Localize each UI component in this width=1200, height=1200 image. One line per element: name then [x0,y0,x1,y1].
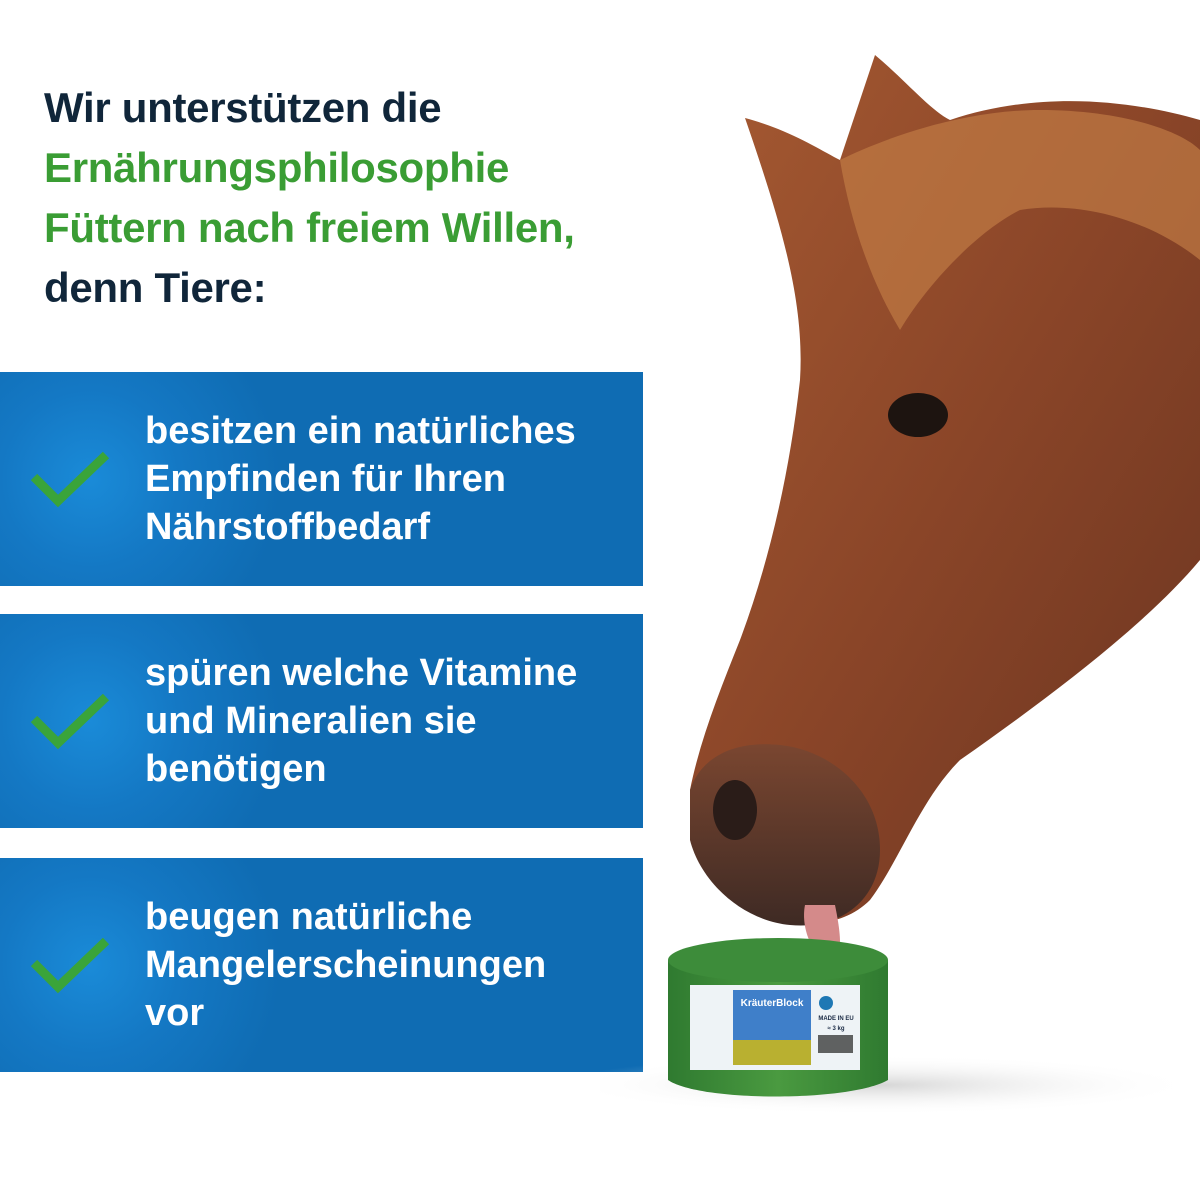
check-icon [30,693,110,750]
benefit-line: Nährstoffbedarf [145,506,431,548]
benefit-panel-1: besitzen ein natürliches Empfinden für I… [0,372,643,586]
benefit-line: vor [145,992,205,1034]
check-icon [30,937,110,994]
check-icon [30,451,110,508]
benefit-line: Mangelerscheinungen [145,944,547,986]
mineral-lick-block: KräuterBlock MADE IN EU ≈ 3 kg [668,938,888,1097]
benefit-text: beugen natürliche Mangelerscheinungen vo… [145,893,546,1037]
benefit-line: Empfinden für Ihren [145,458,506,500]
benefit-text: besitzen ein natürliches Empfinden für I… [145,407,576,551]
horse-head [690,55,1200,923]
benefit-panel-3: beugen natürliche Mangelerscheinungen vo… [0,858,643,1072]
headline-line-2: Ernährungsphilosophie [44,144,510,191]
benefit-panel-2: spüren welche Vitamine und Mineralien si… [0,614,643,828]
headline-line-1: Wir unterstützen die [44,84,442,131]
benefit-line: beugen natürliche [145,896,473,938]
made-in-eu-badge: MADE IN EU [818,1016,853,1022]
benefit-text: spüren welche Vitamine und Mineralien si… [145,649,577,793]
headline-line-3: Füttern nach freiem Willen, [44,204,575,251]
headline: Wir unterstützen die Ernährungsphilosoph… [44,78,575,318]
headline-line-4: denn Tiere: [44,264,267,311]
benefit-line: und Mineralien sie [145,700,477,742]
horse-image: KräuterBlock MADE IN EU ≈ 3 kg [600,55,1200,1115]
barcode [818,1035,853,1053]
product-weight: ≈ 3 kg [828,1026,845,1032]
horse-mane [840,110,1200,330]
horse-eye [888,393,948,437]
benefit-line: besitzen ein natürliches [145,410,576,452]
svg-text:KräuterBlock: KräuterBlock [741,998,804,1009]
horse-nostril [713,780,757,840]
benefit-line: spüren welche Vitamine [145,652,578,694]
benefit-line: benötigen [145,748,327,790]
